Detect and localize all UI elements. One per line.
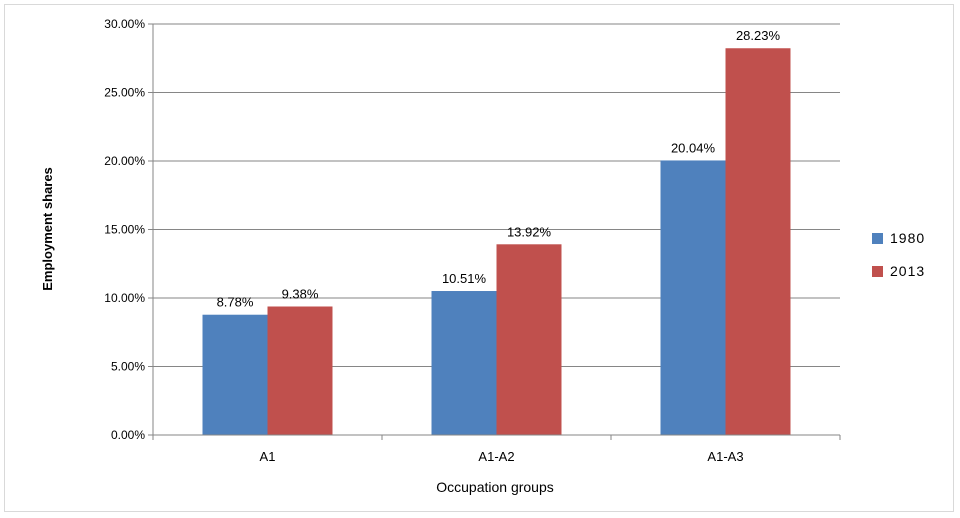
legend-label: 2013 [890,263,925,279]
legend-swatch-1980 [872,233,883,244]
x-tick-label: A1 [260,449,276,464]
bar-1980-A1-A3 [660,160,726,435]
x-tick-label: A1-A2 [478,449,514,464]
data-label: 8.78% [217,295,254,310]
x-axis-title: Occupation groups [436,479,554,495]
y-tick-label: 30.00% [104,17,145,31]
y-tick-label: 20.00% [104,154,145,168]
bar-2013-A1-A2 [496,244,562,435]
bar-1980-A1 [202,314,268,435]
y-tick-label: 0.00% [111,428,145,442]
data-label: 9.38% [282,286,319,301]
y-tick-label: 5.00% [111,360,145,374]
bars [202,48,791,436]
y-tick-label: 15.00% [104,223,145,237]
legend-label: 1980 [890,230,925,246]
bar-2013-A1 [267,306,333,435]
data-label: 10.51% [442,271,487,286]
bar-1980-A1-A2 [431,291,497,435]
data-label: 28.23% [736,28,781,43]
data-label: 20.04% [671,140,716,155]
y-tick-label: 10.00% [104,291,145,305]
legend-swatch-2013 [872,266,883,277]
axes [152,24,840,436]
data-labels: 8.78% 9.38% 10.51% 13.92% 20.04% 28.23% [217,28,781,309]
data-label: 13.92% [507,224,552,239]
y-tick-labels: 0.00% 5.00% 10.00% 15.00% 20.00% 25.00% 30.00% [104,17,145,442]
bar-2013-A1-A3 [725,48,791,436]
legend: 1980 2013 [872,230,925,279]
y-axis-title: Employment shares [40,167,55,291]
x-tick-label: A1-A3 [707,449,743,464]
x-tick-labels: A1 A1-A2 A1-A3 [260,449,744,464]
y-tick-label: 25.00% [104,86,145,100]
